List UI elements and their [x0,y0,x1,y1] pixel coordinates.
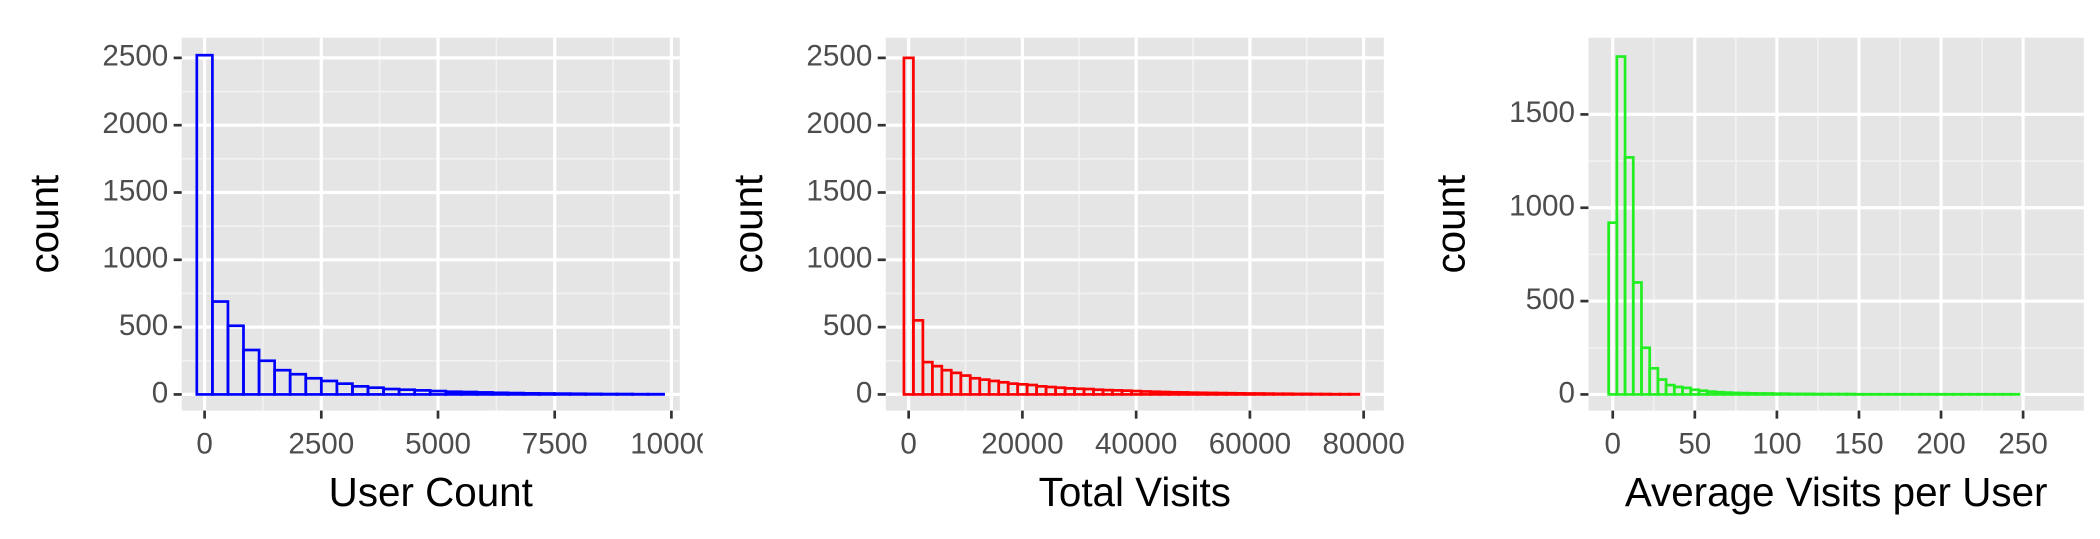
y-tick-label: 1000 [102,242,168,275]
y-tick-label: 2500 [102,40,168,73]
bar [1224,391,1238,396]
x-tick-label: 0 [1605,427,1621,460]
bar [1272,392,1285,396]
bar [1149,390,1162,396]
x-tick-label: 100 [1752,427,1801,460]
panel: 0 500 1000 1500 2000 2500 0 2500 5000 7500 10000 Us… [21,37,712,515]
y-tick-label: 1000 [806,242,872,275]
bar [1631,281,1643,396]
bar [902,56,915,396]
x-tick-label: 80000 [1322,427,1404,460]
y-axis-title: count [725,175,771,274]
bar [1291,392,1304,396]
x-tick-label: 5000 [405,427,471,460]
x-tick-label: 150 [1834,427,1883,460]
bar [1243,392,1256,396]
bar [491,391,510,396]
y-tick-label: 2500 [806,40,872,73]
y-axis-title: count [21,175,67,274]
x-tick-label: 2500 [288,427,354,460]
x-tick-label: 200 [1916,427,1965,460]
bar [1623,156,1635,396]
bar [459,390,479,396]
bar [1167,390,1181,396]
y-tick-label: 2000 [102,107,168,140]
bar [584,392,603,396]
y-tick-label: 500 [823,309,872,342]
bar [1158,390,1171,396]
bar [522,391,541,396]
y-tick-label: 500 [1526,283,1575,316]
bar [506,391,525,396]
panel: 0 500 1000 1500 0 50 100 150 200 250 Average Visit… [1428,37,2084,515]
panel: 0 500 1000 1500 2000 2500 0 20000 40000 60000 8000… [725,37,1404,515]
x-axis-title: Total Visits [1039,469,1231,515]
bar [1177,391,1190,396]
bar [1186,391,1200,396]
bar [1281,392,1294,396]
y-axis-title: count [1428,175,1474,274]
bar [1234,391,1247,396]
y-tick-label: 2000 [806,107,872,140]
bar [475,391,494,396]
y-tick-label: 1500 [102,174,168,207]
x-tick-label: 0 [900,427,916,460]
bar [1300,392,1313,396]
x-tick-label: 250 [1998,427,2047,460]
bar [568,392,588,396]
y-tick-label: 0 [856,376,872,409]
y-tick-label: 1500 [1509,96,1575,129]
bar [1253,392,1266,396]
x-tick-label: 60000 [1209,427,1291,460]
x-tick-label: 40000 [1095,427,1177,460]
x-tick-label: 10000 [630,427,712,460]
bar [912,319,925,396]
x-tick-label: 20000 [981,427,1063,460]
y-tick-label: 0 [152,376,168,409]
bar [553,392,572,396]
bar [1215,391,1228,396]
x-tick-label: 0 [196,427,212,460]
y-tick-label: 1000 [1509,190,1575,223]
x-axis-title: User Count [329,469,533,515]
bar [195,53,214,396]
bar [1205,391,1219,396]
x-tick-label: 50 [1678,427,1711,460]
bar [1196,391,1209,396]
x-axis-title: Average Visits per User [1625,469,2048,515]
x-tick-label: 7500 [522,427,588,460]
bar [537,392,557,396]
y-tick-label: 0 [1559,376,1575,409]
y-tick-label: 500 [119,309,168,342]
plot-background [1588,37,2084,411]
bar [444,390,463,396]
plot-background [181,37,680,411]
bar [1262,392,1275,396]
y-tick-label: 1500 [806,174,872,207]
